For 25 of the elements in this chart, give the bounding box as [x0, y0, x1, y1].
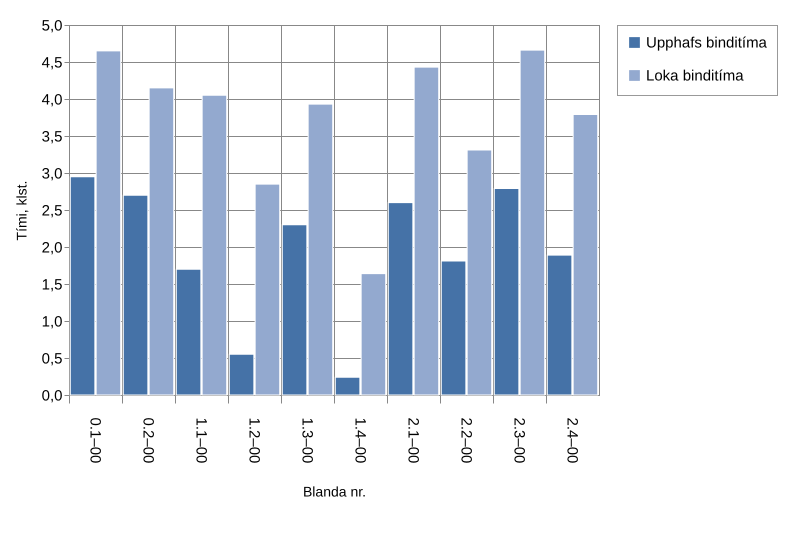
y-tick-label: 2,0: [42, 240, 62, 256]
y-tick-label: 2,5: [42, 202, 62, 220]
y-tick-label: 4,5: [42, 54, 62, 72]
y-axis-title: Tími, klst.: [14, 180, 30, 240]
x-tick-label: 0.1–00: [86, 418, 104, 464]
y-tick-label: 1,0: [42, 314, 62, 330]
x-axis-title: Blanda nr.: [302, 483, 366, 500]
x-tick-label: 1.1–00: [192, 418, 210, 464]
legend-label: Loka binditíma: [646, 68, 744, 84]
x-tick-label: 0.2–00: [140, 418, 156, 464]
x-tick-label: 2.3–00: [510, 418, 528, 464]
legend-label: Upphafs binditíma: [646, 34, 768, 52]
x-tick-label: 1.4–00: [352, 418, 368, 464]
y-tick-label: 3,0: [42, 166, 62, 182]
y-tick-label: 3,5: [42, 128, 62, 146]
y-tick-label: 4,0: [42, 92, 62, 108]
x-tick-label: 1.2–00: [246, 418, 262, 464]
x-tick-label: 2.1–00: [404, 418, 422, 464]
x-tick-label: 1.3–00: [298, 418, 316, 464]
x-tick-label: 2.4–00: [564, 418, 580, 464]
x-tick-label: 2.2–00: [458, 418, 474, 464]
y-tick-label: 5,0: [42, 18, 62, 34]
y-tick-label: 1,5: [42, 276, 62, 294]
y-tick-label: 0,0: [42, 388, 62, 404]
y-tick-label: 0,5: [42, 350, 62, 368]
